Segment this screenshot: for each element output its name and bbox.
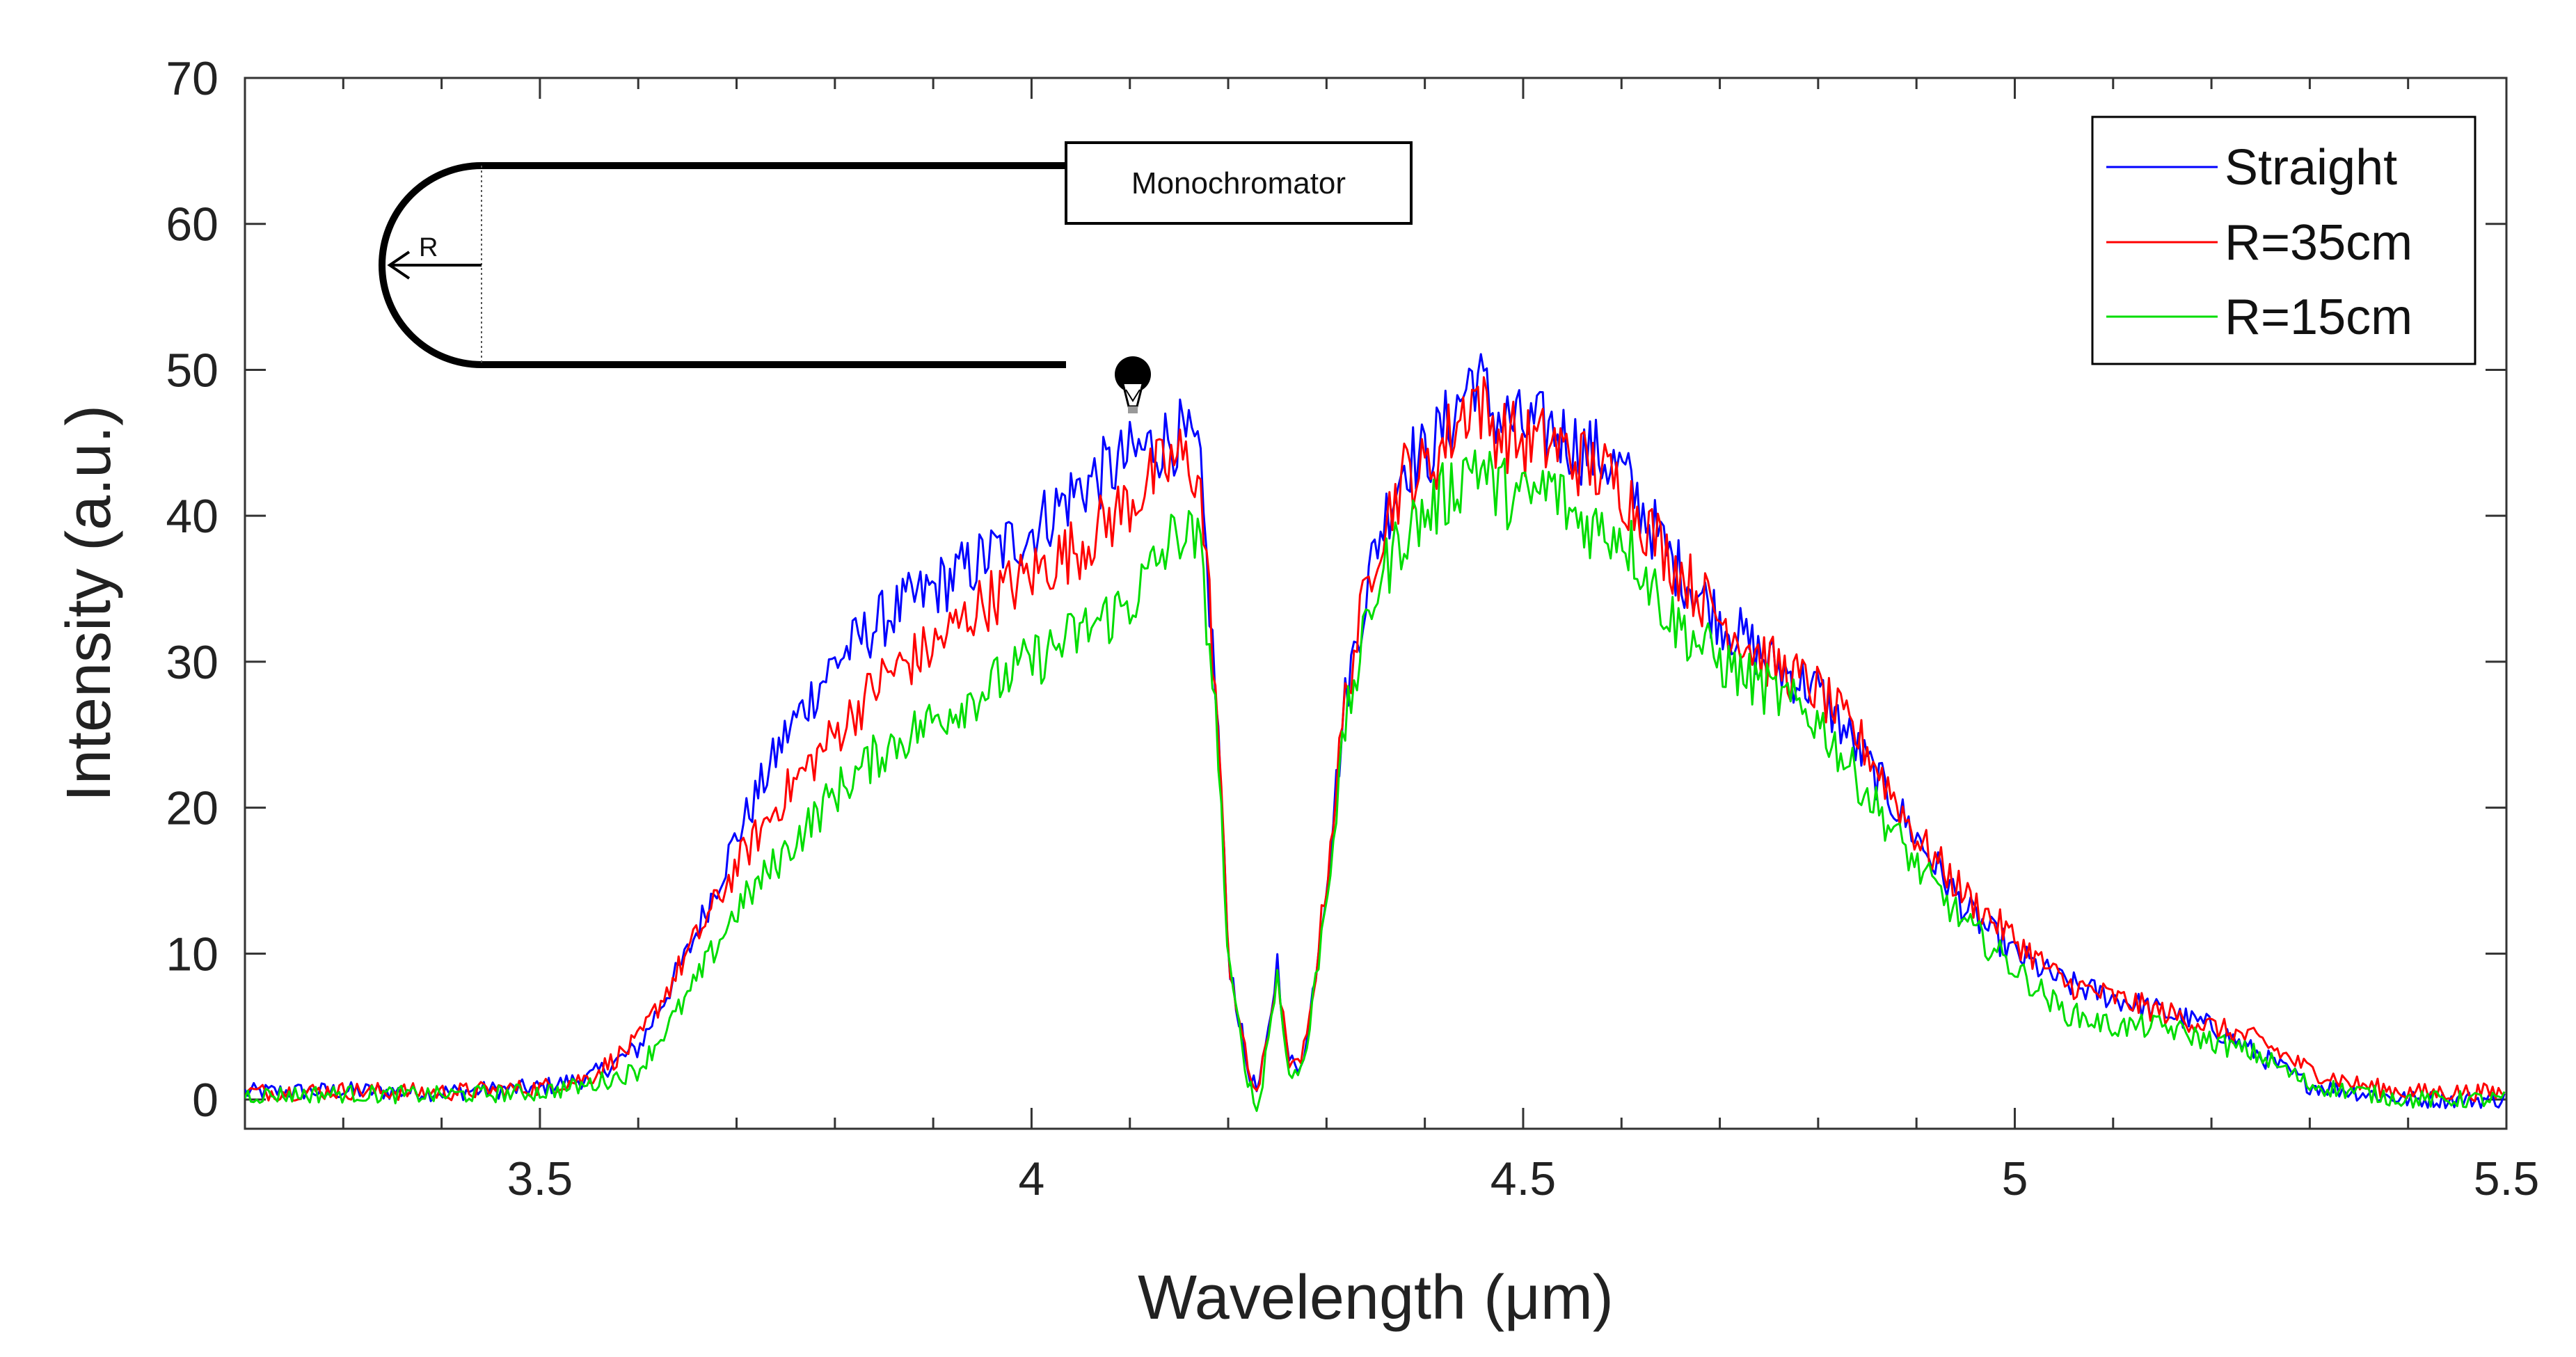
y-tick-label: 60 [166,198,218,251]
x-tick-label: 5 [2002,1152,2028,1205]
fiber-bend-inset: R Monochromator [379,141,1413,413]
legend-label: Straight [2225,140,2397,196]
radius-arrow-head [387,251,411,280]
y-axis-title: Intensity (a.u.) [54,405,124,802]
legend-item-r15: R=15cm [2106,289,2412,345]
monochromator-label: Monochromator [1131,166,1346,200]
y-tick-label: 40 [166,490,218,543]
x-tick-label: 3.5 [507,1152,573,1205]
y-tick-labels: 0 10 20 30 40 50 60 70 [166,52,218,1127]
series-line-r-15cm [245,449,2506,1112]
y-tick-label: 10 [166,928,218,981]
series-line-r-35cm [245,376,2505,1102]
y-tick-label: 30 [166,636,218,689]
monochromator-box [1065,141,1413,225]
x-tick-label: 4 [1019,1152,1045,1205]
y-tick-label: 20 [166,782,218,835]
y-tick-label: 50 [166,344,218,397]
legend-item-straight: Straight [2106,140,2397,196]
x-tick-label: 5.5 [2474,1152,2540,1205]
legend-label: R=15cm [2225,289,2412,345]
legend-label: R=35cm [2225,215,2412,271]
y-tick-label: 70 [166,52,218,105]
x-tick-labels: 3.5 4 4.5 5 5.5 [507,1152,2540,1205]
legend-item-r35: R=35cm [2106,215,2412,271]
light-bulb-icon [1115,356,1151,413]
legend: Straight R=35cm R=15cm [2091,116,2476,365]
series-group [245,353,2506,1112]
y-tick-label: 0 [192,1074,218,1127]
x-tick-label: 4.5 [1490,1152,1557,1205]
radius-label: R [419,233,438,262]
fiber-bend-arc [379,162,482,368]
x-axis-title: Wavelength (μm) [1138,1263,1614,1333]
legend-box [2091,116,2476,365]
tick-marks [245,77,2508,1129]
